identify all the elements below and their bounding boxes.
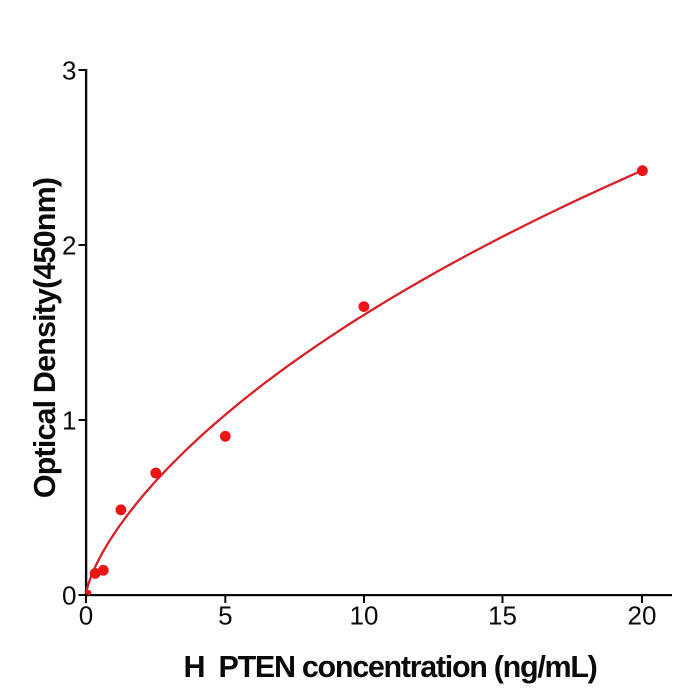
svg-text:15: 15 bbox=[488, 601, 517, 631]
svg-text:10: 10 bbox=[350, 601, 379, 631]
svg-text:1: 1 bbox=[62, 406, 76, 436]
svg-text:H PTEN concentration (ng/mL): H PTEN concentration (ng/mL) bbox=[183, 650, 596, 684]
svg-text:2: 2 bbox=[62, 231, 76, 261]
svg-text:3: 3 bbox=[62, 56, 76, 86]
svg-text:0: 0 bbox=[79, 601, 93, 631]
svg-text:20: 20 bbox=[628, 601, 657, 631]
svg-text:0: 0 bbox=[62, 581, 76, 611]
svg-text:5: 5 bbox=[218, 601, 232, 631]
svg-text:Optical Density(450nm): Optical Density(450nm) bbox=[28, 178, 62, 498]
